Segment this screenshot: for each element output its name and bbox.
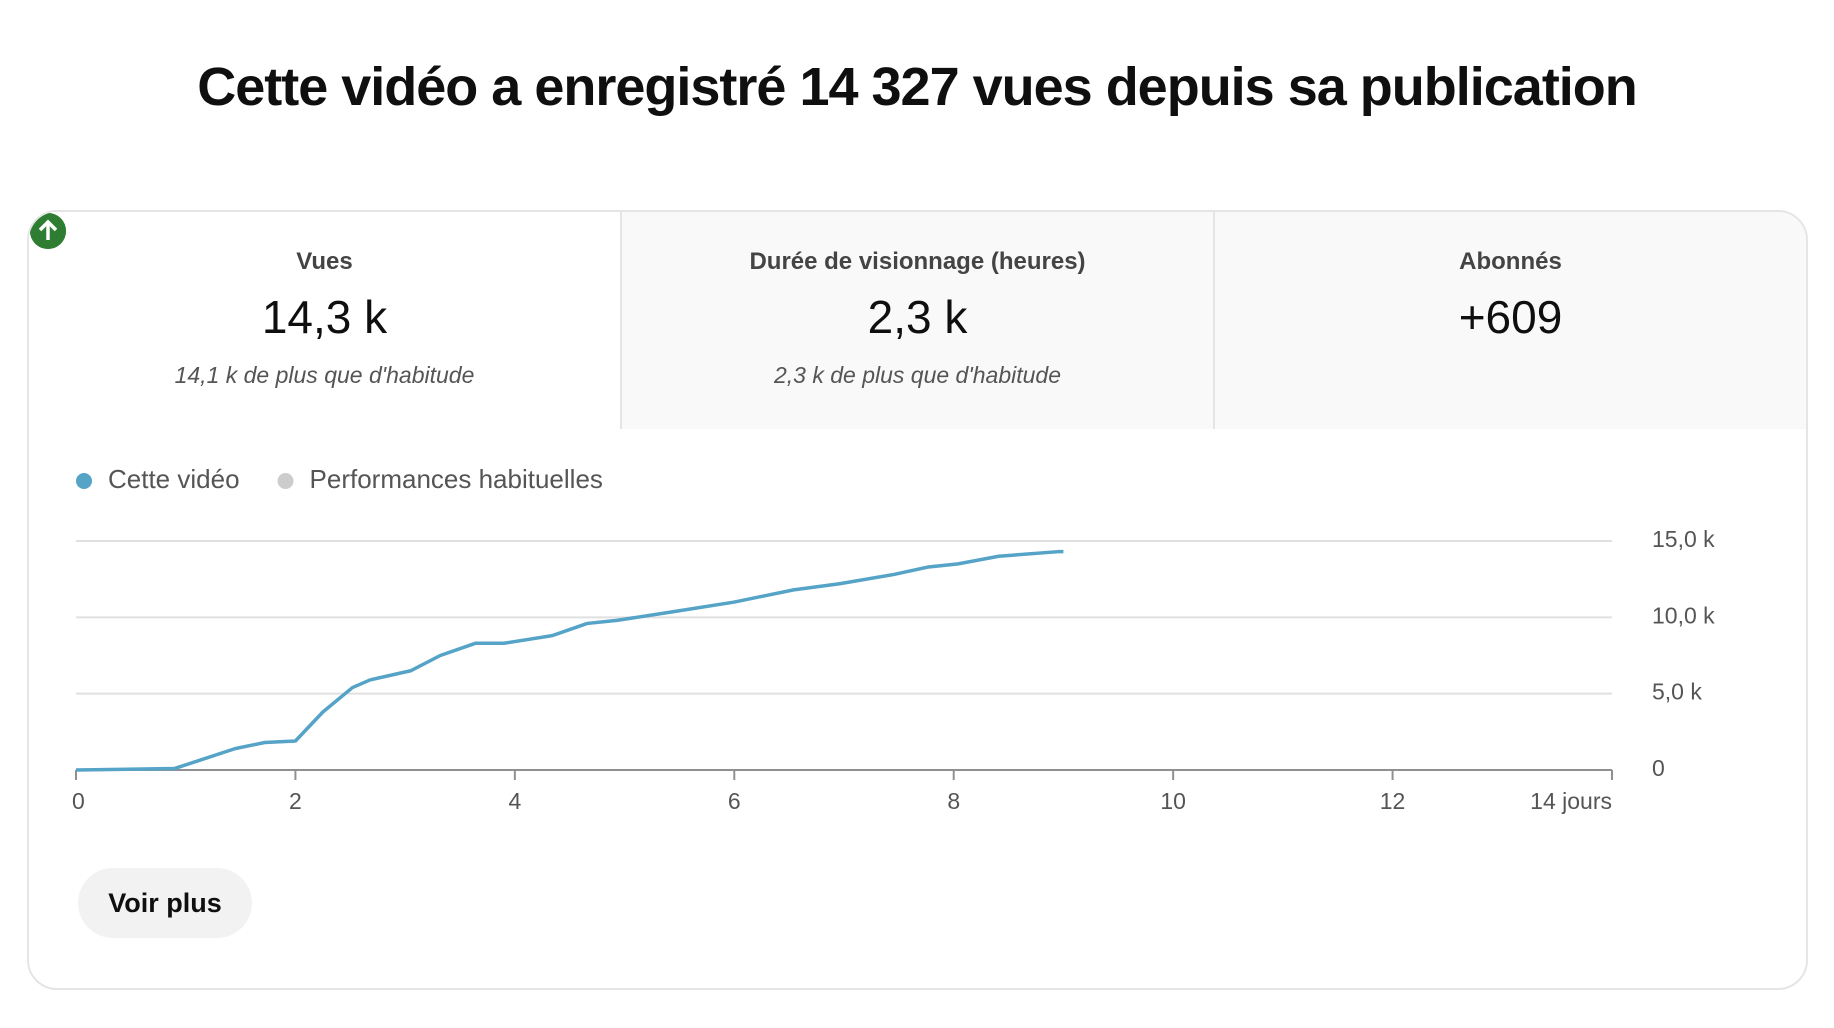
metric-value-row: +609: [1215, 290, 1806, 344]
trend-up-icon: [30, 213, 66, 249]
metric-value: 14,3 k: [261, 291, 388, 343]
icon-arrow: [38, 219, 58, 240]
legend-label: Cette vidéo: [108, 464, 240, 494]
legend-marker: [76, 473, 92, 489]
y-tick-label: 15,0 k: [1652, 526, 1715, 552]
x-tick-label: 6: [728, 788, 741, 814]
metric-note: 2,3 k de plus que d'habitude: [773, 362, 1061, 388]
metric-label: Vues: [296, 248, 353, 275]
data-line: [75, 549, 1064, 772]
metric-value: +609: [1458, 291, 1563, 343]
legend-marker: [277, 473, 294, 489]
y-tick-label: 0: [1652, 755, 1665, 781]
metric-tab[interactable]: Durée de visionnage (heures) 2,3 k 2,3 k d…: [30, 212, 1213, 429]
metric-label: Durée de visionnage (heures): [749, 248, 1086, 275]
tabs: Vues 14,3 k 14,1 k de plus que d'habitude D…: [29, 212, 1806, 429]
x-tick-label: 2: [289, 788, 302, 814]
x-tick-label: 8: [947, 788, 960, 814]
metric-tab[interactable]: Vues 14,3 k 14,1 k de plus que d'habitude: [29, 212, 620, 429]
see-more-button[interactable]: Voir plus: [78, 868, 252, 938]
x-tick-label: 10: [1160, 788, 1186, 814]
x-tick-label: 0: [72, 788, 85, 814]
legend-label: Performances habituelles: [310, 464, 603, 494]
y-tick-label: 10,0 k: [1652, 602, 1715, 628]
x-tick-label: 12: [1380, 788, 1406, 814]
y-tick-label: 5,0 k: [1652, 679, 1702, 705]
page-title: Cette vidéo a enregistré 14 327 vues dep…: [197, 57, 1638, 117]
metric-note: 14,1 k de plus que d'habitude: [174, 362, 475, 388]
x-tick-label: 4: [508, 788, 521, 814]
metric-value: 2,3 k: [867, 291, 968, 343]
card: Vues 14,3 k 14,1 k de plus que d'habitude D…: [27, 210, 1808, 990]
metric-tab[interactable]: Abonnés +609: [1213, 212, 1806, 429]
metric-value-row: 2,3 k: [30, 213, 1213, 344]
x-tick-label: 14 jours: [1530, 788, 1612, 814]
metric-label: Abonnés: [1459, 248, 1562, 275]
